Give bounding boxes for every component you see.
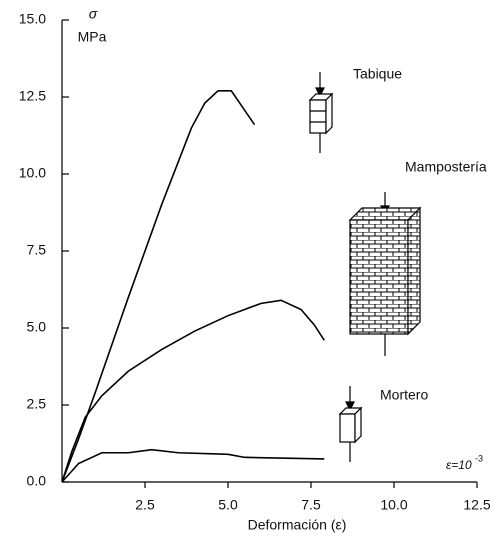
- y-tick-label: 7.5: [27, 242, 47, 258]
- y-tick-label: 2.5: [27, 396, 47, 412]
- y-tick-label: 10.0: [19, 165, 46, 181]
- y-axis-symbol: σ: [89, 6, 98, 22]
- x-axis-label: Deformación (ε): [248, 517, 347, 533]
- y-tick-label: 15.0: [19, 11, 46, 27]
- series-label: Tabique: [353, 66, 402, 82]
- y-axis-unit: MPa: [78, 29, 107, 45]
- x-tick-label: 7.5: [301, 497, 321, 513]
- specimen-mortero: [338, 386, 363, 462]
- x-tick-label: 12.5: [463, 497, 490, 513]
- line: [61, 448, 325, 483]
- series-label: Mortero: [380, 387, 428, 403]
- series-label: Mampostería: [405, 159, 487, 175]
- y-tick-label: 0.0: [27, 473, 47, 489]
- line: [61, 299, 325, 483]
- specimen-mamposteria: [348, 192, 422, 356]
- y-tick-label: 12.5: [19, 88, 46, 104]
- specimen-tabique: [308, 72, 334, 153]
- x-tick-label: 5.0: [218, 497, 238, 513]
- annotation: ε=10: [446, 458, 472, 472]
- x-tick-label: 10.0: [380, 497, 407, 513]
- x-tick-label: 2.5: [135, 497, 155, 513]
- line: [61, 90, 256, 483]
- annotation-exponent: -3: [475, 453, 483, 463]
- y-tick-label: 5.0: [27, 319, 47, 335]
